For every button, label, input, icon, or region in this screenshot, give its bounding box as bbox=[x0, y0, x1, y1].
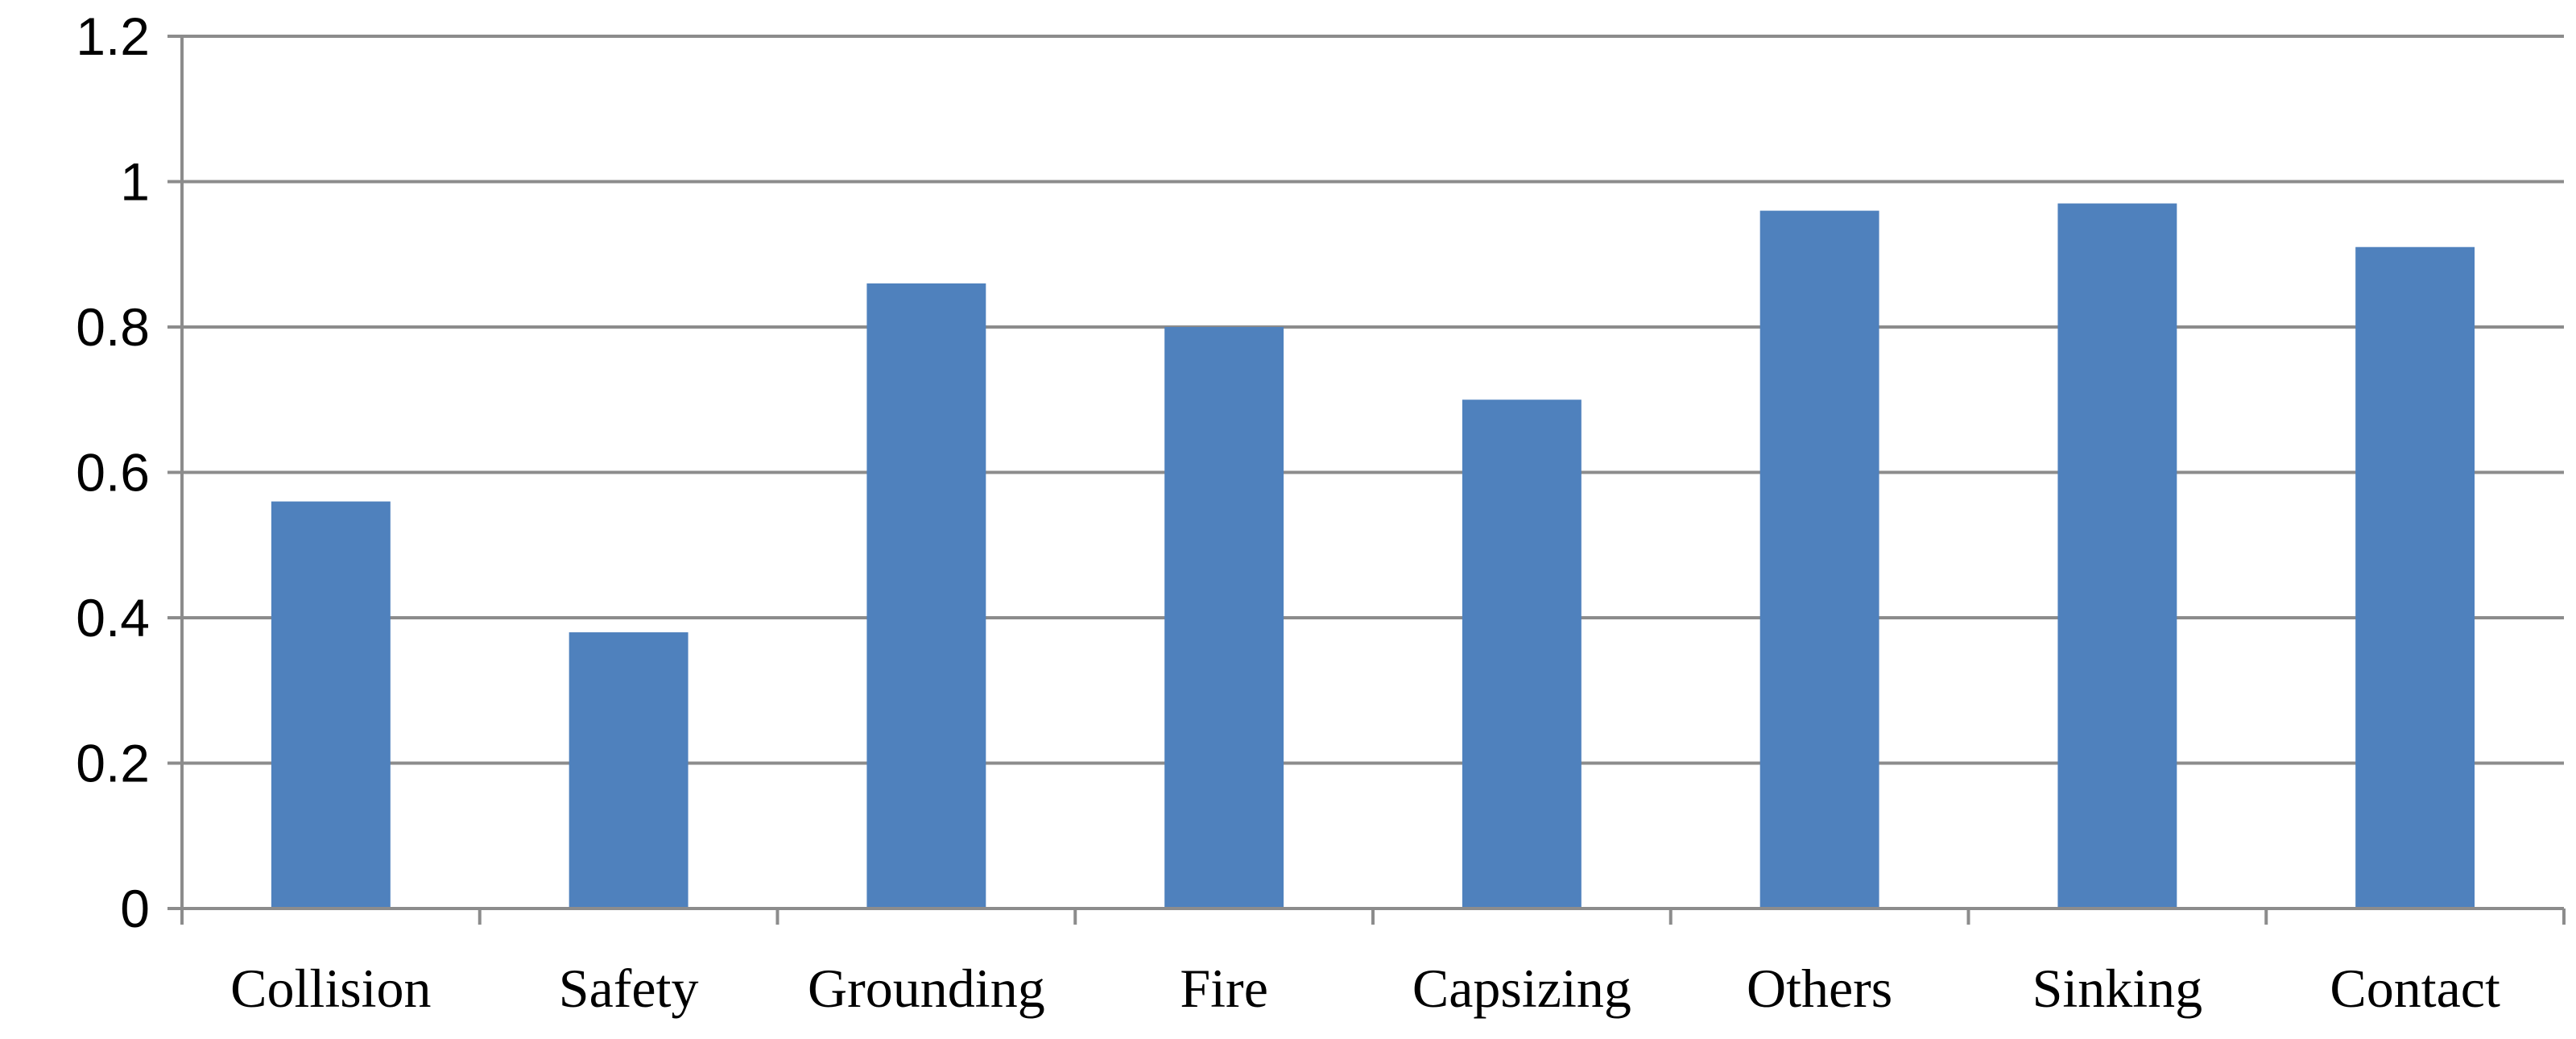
gridlines bbox=[182, 35, 2564, 765]
y-tick-labels: 0 0.2 0.4 0.6 0.8 1 1.2 bbox=[76, 6, 150, 938]
y-tick-label: 1.2 bbox=[76, 6, 150, 66]
x-tick-label-collision: Collision bbox=[230, 958, 431, 1019]
x-tick-label-capsizing: Capsizing bbox=[1412, 958, 1631, 1019]
x-tick-label-contact: Contact bbox=[2330, 958, 2500, 1019]
bar-capsizing bbox=[1462, 399, 1582, 909]
bar-fire bbox=[1164, 327, 1284, 909]
y-tick-label: 0.2 bbox=[76, 734, 150, 793]
x-tick-label-sinking: Sinking bbox=[2032, 958, 2203, 1019]
x-tick-label-fire: Fire bbox=[1180, 958, 1268, 1019]
y-tick-label: 0.8 bbox=[76, 297, 150, 357]
y-tick-label: 0.4 bbox=[76, 588, 150, 648]
y-tick-label: 0.6 bbox=[76, 443, 150, 503]
x-tick-label-safety: Safety bbox=[559, 958, 699, 1019]
bars bbox=[271, 203, 2475, 909]
bar-others bbox=[1759, 210, 1879, 909]
bar-safety bbox=[569, 632, 688, 909]
bar-collision bbox=[271, 501, 391, 909]
x-tick-labels: Collision Safety Grounding Fire Capsizing Oth… bbox=[230, 958, 2500, 1019]
bar-grounding bbox=[866, 283, 986, 909]
x-tick-label-others: Others bbox=[1747, 958, 1892, 1019]
x-tick-label-grounding: Grounding bbox=[808, 958, 1045, 1019]
y-tick-label: 1 bbox=[120, 152, 150, 212]
y-tick-label: 0 bbox=[120, 879, 150, 938]
bar-contact bbox=[2355, 246, 2475, 909]
bar-sinking bbox=[2057, 203, 2177, 909]
axes bbox=[167, 35, 2566, 925]
